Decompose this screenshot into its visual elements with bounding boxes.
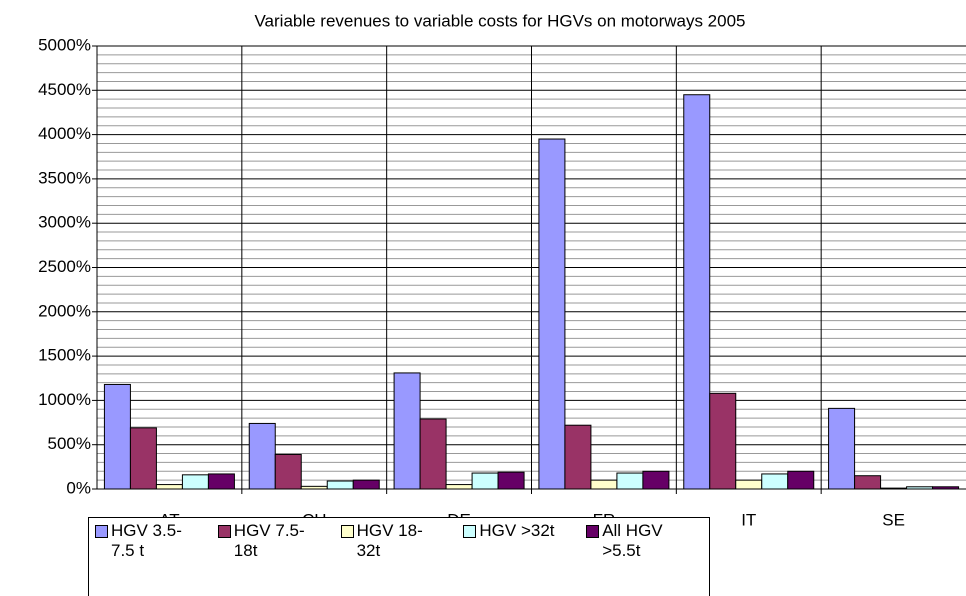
bar	[564, 424, 592, 490]
x-tick-label: IT	[741, 510, 756, 529]
legend-swatch	[95, 525, 108, 538]
bar	[709, 392, 737, 490]
legend-label: HGV >32t	[479, 521, 555, 540]
y-tick-label: 4500%	[38, 80, 91, 99]
bar	[352, 479, 380, 490]
legend: HGV 3.5-7.5 t HGV 7.5-18t HGV 18-32t HGV >3…	[88, 517, 710, 596]
bar	[787, 470, 815, 490]
y-tick-label: 4000%	[38, 124, 91, 143]
legend-item: HGV 3.5-7.5 t	[95, 521, 218, 596]
legend-swatch	[586, 525, 600, 538]
bar	[326, 480, 354, 490]
bar	[854, 475, 882, 490]
legend-item: All HGV >5.5t	[586, 521, 709, 596]
bar	[471, 472, 499, 490]
bar	[129, 427, 157, 490]
bar	[103, 383, 131, 490]
bar	[932, 486, 960, 490]
y-tick-label: 1500%	[38, 346, 91, 365]
legend-item: HGV >32t	[463, 521, 586, 596]
y-tick-label: 5000%	[38, 35, 91, 54]
bar	[393, 372, 421, 490]
bar	[590, 479, 618, 490]
y-tick-label: 0%	[66, 478, 91, 497]
x-tick-label: SE	[882, 510, 905, 529]
bar	[155, 484, 183, 490]
legend-label: HGV 7.5-18t	[233, 521, 305, 560]
y-tick-label: 1000%	[38, 390, 91, 409]
bar	[735, 479, 763, 490]
bar	[683, 94, 711, 490]
bar	[419, 418, 447, 490]
bar	[445, 484, 473, 490]
y-tick-label: 2000%	[38, 301, 91, 320]
bar	[828, 407, 856, 490]
bar	[642, 470, 670, 490]
bar	[181, 474, 209, 490]
chart-title: Variable revenues to variable costs for …	[254, 11, 745, 30]
bar	[880, 487, 908, 490]
legend-label: HGV 3.5-7.5 t	[111, 521, 182, 560]
legend-item: HGV 7.5-18t	[217, 521, 341, 596]
bar	[207, 473, 235, 490]
bar	[248, 422, 276, 490]
y-tick-label: 3500%	[38, 168, 91, 187]
y-tick-label: 3000%	[38, 213, 91, 232]
legend-swatch	[463, 525, 477, 538]
legend-swatch	[217, 525, 231, 538]
bar	[300, 485, 328, 490]
legend-swatch	[340, 525, 354, 538]
bar	[538, 138, 566, 490]
bar	[906, 486, 934, 490]
legend-label: All HGV >5.5t	[602, 521, 663, 560]
bar	[497, 471, 525, 490]
bar	[274, 453, 302, 490]
bar	[761, 473, 789, 490]
y-tick-label: 500%	[48, 434, 91, 453]
legend-label: HGV 18-32t	[356, 521, 423, 560]
bar	[616, 472, 644, 490]
y-tick-label: 2500%	[38, 257, 91, 276]
legend-item: HGV 18-32t	[340, 521, 464, 596]
